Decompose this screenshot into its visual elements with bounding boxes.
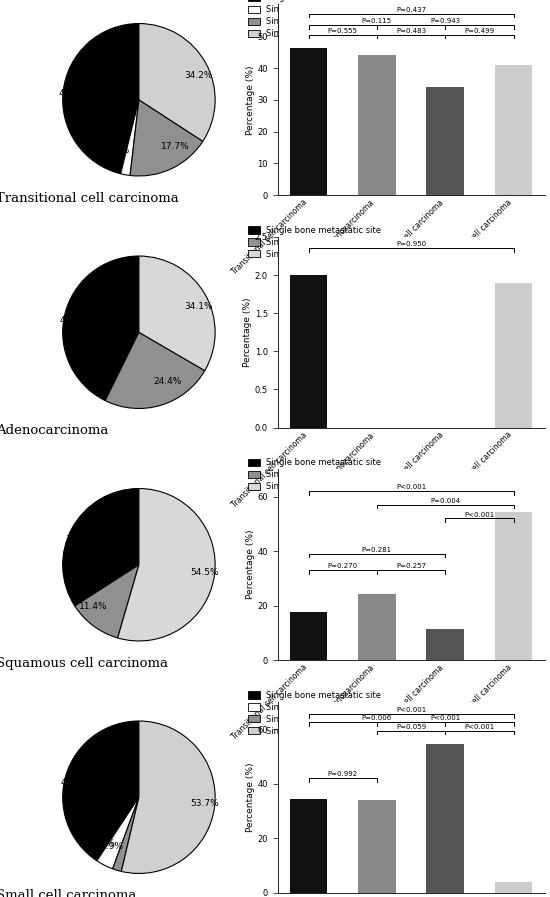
Wedge shape [63, 256, 139, 401]
Wedge shape [75, 565, 139, 638]
Text: P=0.992: P=0.992 [328, 771, 358, 777]
Bar [426, 629, 464, 660]
Y-axis label: Percentage (%): Percentage (%) [245, 762, 255, 832]
Wedge shape [120, 100, 139, 176]
Wedge shape [113, 797, 139, 871]
Wedge shape [122, 721, 215, 874]
Text: P=0.059: P=0.059 [396, 724, 426, 729]
Bar [290, 48, 327, 195]
Text: 53.7%: 53.7% [190, 798, 219, 807]
Text: P=0.555: P=0.555 [328, 28, 358, 34]
Bar [290, 799, 327, 893]
X-axis label: Single bone metastatic site: Single bone metastatic site [339, 283, 483, 292]
Text: P=0.437: P=0.437 [396, 7, 426, 13]
Text: P<0.001: P<0.001 [464, 511, 494, 518]
Bar [495, 283, 532, 428]
X-axis label: Single liver metastatic site: Single liver metastatic site [340, 749, 481, 758]
Text: P=0.281: P=0.281 [362, 547, 392, 553]
Wedge shape [97, 797, 139, 869]
Wedge shape [118, 489, 215, 641]
Text: 1.9%: 1.9% [101, 842, 124, 851]
Bar [358, 800, 395, 893]
Text: P=0.006: P=0.006 [362, 716, 392, 721]
Text: 34.2%: 34.2% [184, 71, 213, 80]
Text: 2%: 2% [116, 146, 130, 155]
Wedge shape [63, 721, 139, 861]
Text: 46.2%: 46.2% [59, 89, 87, 98]
Y-axis label: Percentage (%): Percentage (%) [245, 65, 255, 135]
Bar [426, 87, 464, 195]
Text: P<0.001: P<0.001 [430, 716, 460, 721]
Text: P=0.270: P=0.270 [328, 563, 358, 570]
Text: 54.5%: 54.5% [190, 568, 219, 577]
Text: Small cell carcinoma: Small cell carcinoma [0, 890, 136, 897]
Text: P<0.001: P<0.001 [464, 724, 494, 729]
Text: P=0.004: P=0.004 [430, 498, 460, 504]
Wedge shape [130, 100, 203, 176]
Bar [358, 594, 395, 660]
Wedge shape [105, 332, 205, 408]
Text: P=0.950: P=0.950 [396, 241, 426, 248]
Text: Transitional cell carcinoma: Transitional cell carcinoma [0, 192, 179, 205]
Legend: Single bone metastatic site, Single brain metastatic site, Single liver metastat: Single bone metastatic site, Single brai… [248, 691, 382, 736]
Text: P=0.115: P=0.115 [362, 18, 392, 24]
Text: P<0.001: P<0.001 [396, 484, 426, 491]
Bar [495, 511, 532, 660]
Wedge shape [139, 23, 215, 142]
Text: 43.6%: 43.6% [60, 316, 89, 325]
Wedge shape [139, 256, 215, 370]
Wedge shape [63, 23, 139, 174]
Text: 3.7%: 3.7% [92, 839, 116, 848]
Legend: Single bone metastatic site, Single brain metastatic site, Single liver metastat: Single bone metastatic site, Single brai… [248, 0, 382, 39]
Text: 34.1%: 34.1% [65, 536, 94, 544]
Text: Adenocarcinoma: Adenocarcinoma [0, 424, 108, 438]
Bar [290, 275, 327, 428]
Text: P=0.257: P=0.257 [396, 563, 426, 570]
Text: 24.4%: 24.4% [154, 378, 182, 387]
Bar [495, 65, 532, 195]
Text: 40.7%: 40.7% [60, 778, 89, 787]
Y-axis label: Percentage (%): Percentage (%) [243, 298, 252, 367]
Text: P=0.483: P=0.483 [396, 28, 426, 34]
Bar [290, 612, 327, 660]
Bar [426, 745, 464, 893]
X-axis label: Single brain metastatic site: Single brain metastatic site [338, 516, 483, 525]
Text: P=0.943: P=0.943 [430, 18, 460, 24]
Legend: Single bone metastatic site, Single liver metastatic site, Single lung metastati: Single bone metastatic site, Single live… [248, 458, 381, 492]
Legend: Single bone metastatic site, Single liver metastatic site, Single lung metastati: Single bone metastatic site, Single live… [248, 226, 381, 258]
Text: P=0.499: P=0.499 [464, 28, 494, 34]
Text: 11.4%: 11.4% [79, 602, 108, 611]
Y-axis label: Percentage (%): Percentage (%) [245, 530, 255, 599]
Text: 17.7%: 17.7% [161, 143, 190, 152]
Bar [495, 883, 532, 893]
Text: P<0.001: P<0.001 [396, 707, 426, 713]
Bar [358, 56, 395, 195]
Wedge shape [63, 489, 139, 606]
Text: 34.1%: 34.1% [184, 302, 212, 311]
Text: Squamous cell carcinoma: Squamous cell carcinoma [0, 657, 168, 670]
